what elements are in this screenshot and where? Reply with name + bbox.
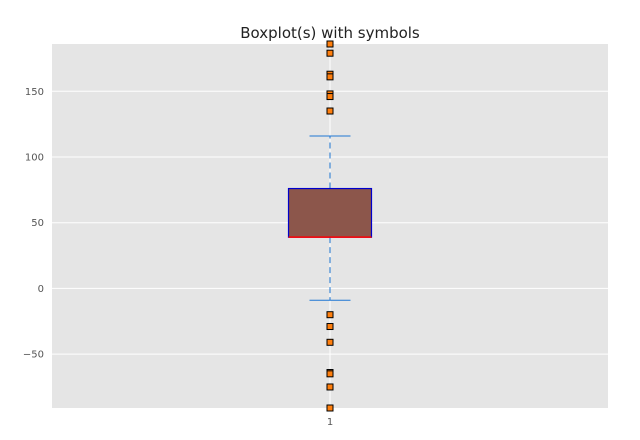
y-tick-label: 0 bbox=[38, 284, 44, 295]
outlier-markers bbox=[326, 40, 334, 412]
outlier-marker bbox=[326, 73, 334, 81]
y-tick-label: 50 bbox=[31, 218, 44, 229]
x-axis-ticks: 1 bbox=[327, 417, 333, 428]
x-tick-label: 1 bbox=[327, 417, 333, 428]
box-series bbox=[287, 135, 373, 301]
box-iqr bbox=[287, 187, 373, 238]
y-tick-label: 100 bbox=[25, 153, 44, 164]
outlier-marker bbox=[326, 311, 334, 319]
chart-title: Boxplot(s) with symbols bbox=[240, 24, 420, 42]
y-axis-ticks: −50 0 50 100 150 bbox=[23, 87, 44, 361]
outlier-marker bbox=[326, 107, 334, 115]
outlier-marker bbox=[326, 323, 334, 331]
outlier-marker bbox=[326, 93, 334, 101]
outlier-marker bbox=[326, 383, 334, 391]
outlier-marker bbox=[326, 49, 334, 57]
outlier-marker bbox=[326, 404, 334, 412]
outlier-marker bbox=[326, 40, 334, 48]
outlier-marker bbox=[326, 370, 334, 378]
y-tick-label: −50 bbox=[23, 350, 44, 361]
y-tick-label: 150 bbox=[25, 87, 44, 98]
outlier-marker bbox=[326, 338, 334, 346]
